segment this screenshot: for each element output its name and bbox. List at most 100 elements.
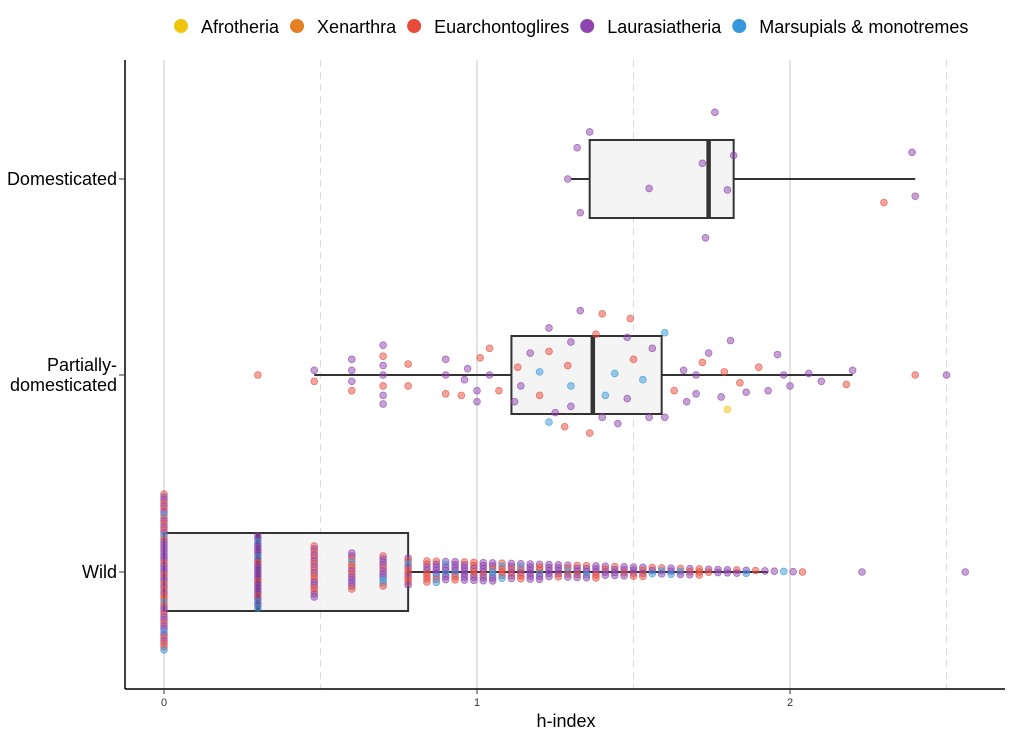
category-label-partially-domesticated: Partially- [47, 355, 117, 375]
data-points [160, 108, 970, 654]
point-wild-band [789, 567, 797, 576]
point-wild-col2 [310, 593, 319, 601]
point-partially-domesticated-47 [535, 391, 544, 400]
point-wild-band [667, 570, 675, 578]
point-partially-domesticated-67 [626, 314, 635, 323]
point-partially-domesticated-16 [347, 386, 356, 395]
point-wild-band [686, 570, 694, 579]
point-domesticated-12 [908, 148, 916, 157]
point-partially-domesticated-96 [942, 371, 951, 379]
legend-dot-marsupials-monotremes [732, 19, 747, 33]
point-wild-band [470, 576, 478, 585]
point-wild-band [592, 574, 600, 582]
point-wild-band [714, 568, 722, 577]
point-partially-domesticated-51 [560, 422, 569, 431]
point-wild-band [761, 567, 769, 575]
legend-dot-euarchontoglires [407, 19, 422, 33]
x-axis-title: h-index [536, 711, 595, 731]
point-partially-domesticated-58 [598, 413, 606, 422]
point-partially-domesticated-78 [692, 390, 700, 398]
box-wild [163, 532, 410, 612]
point-wild-band [507, 574, 516, 583]
point-wild-band [545, 572, 553, 581]
point-partially-domesticated-27 [404, 382, 412, 390]
point-partially-domesticated-32 [457, 391, 466, 400]
point-partially-domesticated-33 [460, 375, 469, 384]
point-wild-band [563, 573, 572, 581]
point-wild-col5 [404, 581, 412, 589]
point-partially-domesticated-42 [517, 382, 525, 390]
point-wild-col3 [347, 585, 356, 593]
x-tick-label-2: 2 [787, 697, 793, 709]
point-wild-band [732, 569, 741, 577]
legend-label-xenarthra: Xenarthra [317, 17, 397, 37]
point-partially-domesticated-19 [347, 355, 356, 364]
point-partially-domesticated-85 [742, 388, 750, 397]
point-partially-domesticated-13 [254, 371, 262, 379]
point-wild-band [423, 578, 431, 586]
point-partially-domesticated-15 [310, 366, 319, 375]
point-wild-band [517, 574, 525, 583]
point-partially-domesticated-92 [817, 377, 826, 386]
point-partially-domesticated-69 [639, 375, 647, 384]
point-partially-domesticated-43 [513, 363, 522, 371]
point-domesticated-9 [711, 108, 719, 117]
point-wild-band [620, 571, 628, 580]
point-partially-domesticated-63 [614, 419, 622, 428]
point-wild-band [610, 571, 619, 580]
point-partially-domesticated-21 [379, 391, 387, 400]
point-domesticated-3 [585, 128, 594, 136]
point-partially-domesticated-49 [545, 347, 553, 356]
point-partially-domesticated-35 [473, 397, 481, 406]
legend-label-marsupials-monotremes: Marsupials & monotremes [759, 17, 968, 37]
point-partially-domesticated-65 [629, 355, 638, 364]
point-domesticated-0 [563, 175, 572, 183]
point-partially-domesticated-38 [485, 371, 494, 379]
point-wild-band [770, 567, 779, 575]
category-label-partially-domesticated: domesticated [10, 375, 117, 395]
point-wild-band [723, 568, 732, 577]
point-partially-domesticated-70 [648, 344, 657, 353]
point-wild-97 [858, 568, 866, 576]
point-wild-band [488, 577, 497, 585]
point-partially-domesticated-45 [545, 418, 553, 426]
point-partially-domesticated-76 [692, 371, 700, 379]
point-partially-domesticated-61 [592, 330, 600, 339]
point-partially-domesticated-28 [404, 360, 412, 368]
point-partially-domesticated-22 [379, 382, 387, 390]
point-wild-band [554, 573, 563, 581]
point-wild-band [460, 576, 469, 584]
point-wild-band [582, 573, 591, 582]
point-partially-domesticated-86 [754, 363, 763, 371]
point-partially-domesticated-41 [510, 397, 519, 406]
point-partially-domesticated-75 [682, 397, 691, 406]
category-labels: Domesticated Partially-domesticated Wild [7, 169, 117, 582]
point-partially-domesticated-59 [601, 391, 610, 400]
point-partially-domesticated-40 [485, 344, 494, 353]
point-partially-domesticated-94 [848, 366, 857, 375]
point-partially-domesticated-80 [723, 405, 732, 414]
point-partially-domesticated-62 [598, 310, 606, 318]
x-tick-label-0: 0 [161, 697, 167, 709]
point-partially-domesticated-88 [773, 350, 782, 359]
point-wild-band [498, 574, 506, 582]
point-partially-domesticated-72 [660, 328, 669, 337]
point-partially-domesticated-30 [441, 371, 450, 379]
point-wild-band [751, 566, 760, 575]
legend-label-euarchontoglires: Euarchontoglires [434, 17, 569, 37]
category-label-domesticated: Domesticated [7, 169, 117, 189]
point-partially-domesticated-20 [379, 400, 387, 408]
point-wild-band [798, 568, 807, 576]
point-partially-domesticated-25 [379, 352, 387, 360]
point-partially-domesticated-87 [764, 386, 772, 395]
point-wild-col1 [254, 604, 262, 612]
point-domesticated-1 [576, 208, 585, 217]
box-domesticated [588, 139, 735, 219]
point-wild-band [441, 575, 450, 584]
point-domesticated-8 [729, 151, 738, 160]
point-domesticated-5 [701, 234, 710, 242]
point-wild-band [695, 571, 704, 579]
point-partially-domesticated-73 [670, 386, 678, 395]
point-wild-band [629, 572, 638, 580]
